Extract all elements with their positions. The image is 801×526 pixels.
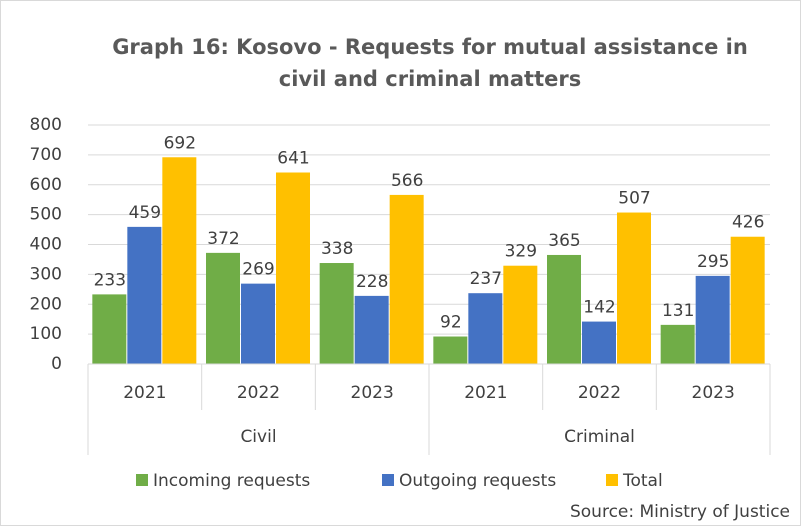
data-label: 269 xyxy=(242,260,274,280)
y-tick-label: 0 xyxy=(51,354,62,374)
source-note: Source: Ministry of Justice xyxy=(570,502,790,522)
x-tick-label: 2023 xyxy=(692,383,735,403)
data-label: 142 xyxy=(583,298,615,318)
bar xyxy=(433,336,468,364)
bar xyxy=(730,236,765,364)
data-label: 338 xyxy=(321,239,353,259)
bar xyxy=(547,254,581,364)
legend-swatch xyxy=(382,474,394,486)
data-label: 295 xyxy=(697,252,729,272)
bar xyxy=(319,263,354,364)
y-tick-label: 100 xyxy=(30,324,62,344)
data-label: 641 xyxy=(277,149,309,169)
bar xyxy=(354,295,389,364)
x-tick-label: 2022 xyxy=(578,383,621,403)
x-tick-label: 2023 xyxy=(351,383,394,403)
x-tick-label: 2021 xyxy=(123,383,166,403)
chart-title: civil and criminal matters xyxy=(279,67,581,91)
y-tick-label: 800 xyxy=(30,115,62,135)
data-label: 228 xyxy=(356,272,388,292)
data-label: 329 xyxy=(505,242,537,262)
bar xyxy=(162,157,197,364)
bar xyxy=(206,252,240,364)
data-label: 92 xyxy=(440,313,462,333)
bar xyxy=(92,294,127,364)
group-label: Civil xyxy=(240,427,276,447)
legend-swatch xyxy=(136,474,148,486)
x-tick-label: 2021 xyxy=(464,383,507,403)
data-label: 372 xyxy=(207,229,239,249)
y-tick-label: 600 xyxy=(30,175,62,195)
group-label: Criminal xyxy=(564,427,635,447)
bar xyxy=(695,275,730,364)
y-tick-label: 700 xyxy=(30,145,62,165)
y-tick-label: 500 xyxy=(30,205,62,225)
y-tick-label: 200 xyxy=(30,294,62,314)
data-label: 692 xyxy=(164,133,196,153)
bar xyxy=(660,324,695,364)
bar xyxy=(582,321,616,364)
data-label: 131 xyxy=(662,301,694,321)
data-label: 426 xyxy=(732,213,764,233)
legend-label: Outgoing requests xyxy=(399,471,556,491)
data-label: 459 xyxy=(129,203,161,223)
x-tick-label: 2022 xyxy=(237,383,280,403)
legend-swatch xyxy=(606,474,618,486)
bar xyxy=(503,265,538,364)
y-tick-label: 300 xyxy=(30,264,62,284)
bar xyxy=(276,172,310,364)
data-label: 233 xyxy=(94,270,126,290)
bar xyxy=(389,194,424,364)
legend-label: Incoming requests xyxy=(153,471,310,491)
y-tick-label: 400 xyxy=(30,235,62,255)
bar xyxy=(617,212,651,364)
data-label: 507 xyxy=(618,189,650,209)
bar xyxy=(127,226,162,364)
legend-label: Total xyxy=(622,471,663,491)
bar xyxy=(468,293,503,364)
bar xyxy=(241,283,275,364)
data-label: 365 xyxy=(548,231,580,251)
data-label: 566 xyxy=(391,171,423,191)
chart-title: Graph 16: Kosovo - Requests for mutual a… xyxy=(112,35,748,59)
data-label: 237 xyxy=(470,269,502,289)
